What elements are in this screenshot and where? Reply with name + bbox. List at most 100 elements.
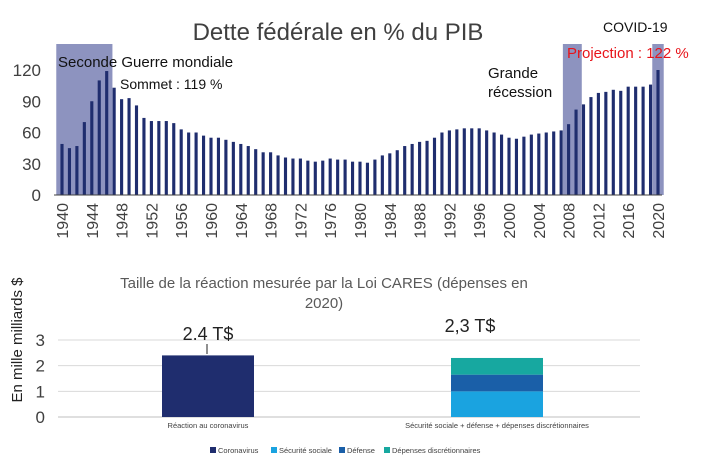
debt-bar xyxy=(194,132,198,195)
debt-bar xyxy=(343,159,347,195)
cares-y-tick-label: 1 xyxy=(36,382,45,401)
debt-bar xyxy=(187,132,191,195)
debt-bar xyxy=(97,80,101,195)
cares-bar-segment xyxy=(451,357,543,375)
debt-y-ticks: 0 30 60 90 120 xyxy=(13,61,41,205)
debt-bar xyxy=(224,139,228,195)
debt-bar xyxy=(485,130,489,195)
cares-y-tick-label: 2 xyxy=(36,357,45,376)
cares-title-line1: Taille de la réaction mesurée par la Loi… xyxy=(120,275,528,292)
debt-bar xyxy=(328,158,332,195)
debt-bar xyxy=(105,71,109,195)
debt-bar xyxy=(589,97,593,195)
debt-bar xyxy=(552,131,556,195)
debt-bar xyxy=(537,133,541,195)
debt-x-tick-label: 1948 xyxy=(115,203,132,239)
debt-bar xyxy=(90,101,94,195)
debt-bar xyxy=(522,136,526,195)
debt-x-tick-label: 1976 xyxy=(323,203,340,239)
debt-x-tick-label: 2004 xyxy=(532,203,549,239)
debt-bar xyxy=(134,105,139,195)
debt-bar xyxy=(157,121,161,195)
cares-bar-label: 2,3 T$ xyxy=(445,316,496,336)
annotation-projection: Projection : 122 % xyxy=(567,45,689,62)
debt-bar xyxy=(596,92,600,195)
debt-bar xyxy=(67,148,72,195)
debt-x-tick-label: 2000 xyxy=(502,203,519,239)
debt-bar xyxy=(634,86,638,195)
debt-bar xyxy=(440,132,444,195)
debt-x-tick-label: 2016 xyxy=(621,203,638,239)
legend-label: Sécurité sociale xyxy=(279,446,332,455)
debt-x-tick-label: 1996 xyxy=(472,203,489,239)
debt-bar xyxy=(336,159,340,195)
debt-bar xyxy=(544,132,548,195)
debt-x-tick-label: 1980 xyxy=(353,203,370,239)
debt-bar xyxy=(462,128,466,195)
debt-x-tick-label: 1964 xyxy=(234,203,251,239)
debt-bar xyxy=(395,150,399,195)
annotation-covid: COVID-19 xyxy=(603,19,668,35)
cares-bar-label: 2.4 T$ xyxy=(183,324,234,344)
cares-category-label: Sécurité sociale + défense + dépenses di… xyxy=(405,421,589,430)
cares-title-line2: 2020) xyxy=(305,295,343,312)
debt-bar xyxy=(321,160,325,195)
highlight-band xyxy=(562,44,582,195)
debt-bars xyxy=(60,70,660,195)
debt-chart: Dette fédérale en % du PIB 0 30 60 90 120 19… xyxy=(13,19,689,239)
debt-bar xyxy=(626,86,630,195)
debt-bar xyxy=(82,122,86,195)
debt-bar xyxy=(403,146,407,195)
cares-bar-segment xyxy=(162,355,254,417)
debt-x-tick-label: 1988 xyxy=(413,203,430,239)
debt-y-tick-label: 120 xyxy=(13,61,41,80)
legend-swatch xyxy=(384,447,390,453)
cares-bar-segment xyxy=(451,374,543,392)
debt-bar xyxy=(350,161,355,195)
debt-bar xyxy=(432,137,437,195)
debt-bar xyxy=(60,143,64,195)
debt-bar xyxy=(514,138,519,195)
debt-bar xyxy=(239,143,243,195)
debt-bar xyxy=(529,134,533,195)
debt-bar xyxy=(581,104,586,195)
debt-bar xyxy=(358,161,362,195)
debt-bar xyxy=(455,129,459,195)
debt-bar xyxy=(216,137,221,195)
debt-bar xyxy=(120,99,124,195)
annotation-ww2: Seconde Guerre mondiale xyxy=(58,54,233,71)
debt-bar xyxy=(477,128,481,195)
debt-bar xyxy=(261,152,265,195)
debt-bar xyxy=(656,70,660,195)
legend-label: Dépenses discrétionnaires xyxy=(392,446,481,455)
debt-y-tick-label: 90 xyxy=(22,92,41,111)
debt-bar xyxy=(507,137,511,195)
debt-bar xyxy=(567,124,571,195)
debt-bar xyxy=(492,132,496,195)
debt-x-ticks: 1940 1944 1948 1952 1956 1960 1964 1968 1972 1976… xyxy=(55,203,668,239)
debt-bar xyxy=(112,87,116,195)
debt-bar xyxy=(313,161,317,195)
legend-label: Défense xyxy=(347,446,375,455)
debt-bar xyxy=(201,135,206,195)
cares-chart: Taille de la réaction mesurée par la Loi… xyxy=(9,275,640,455)
debt-bar xyxy=(298,158,302,195)
legend-swatch xyxy=(339,447,345,453)
cares-bar-labels: 2.4 T$ 2,3 T$ xyxy=(183,316,496,354)
debt-bar xyxy=(254,149,258,195)
debt-bar xyxy=(611,89,615,195)
debt-bar xyxy=(499,134,504,195)
cares-y-tick-label: 0 xyxy=(36,408,45,427)
cares-y-label: En mille milliards $ xyxy=(9,277,26,403)
cares-y-ticks: 0 1 2 3 xyxy=(36,331,640,427)
debt-chart-title: Dette fédérale en % du PIB xyxy=(193,19,484,46)
debt-x-tick-label: 1992 xyxy=(442,203,459,239)
debt-y-tick-label: 0 xyxy=(32,186,41,205)
debt-bar xyxy=(172,123,176,195)
debt-bar xyxy=(142,117,146,195)
debt-bar xyxy=(306,160,310,195)
debt-bar xyxy=(470,128,474,195)
debt-bar xyxy=(380,155,384,195)
debt-bar xyxy=(231,141,235,195)
